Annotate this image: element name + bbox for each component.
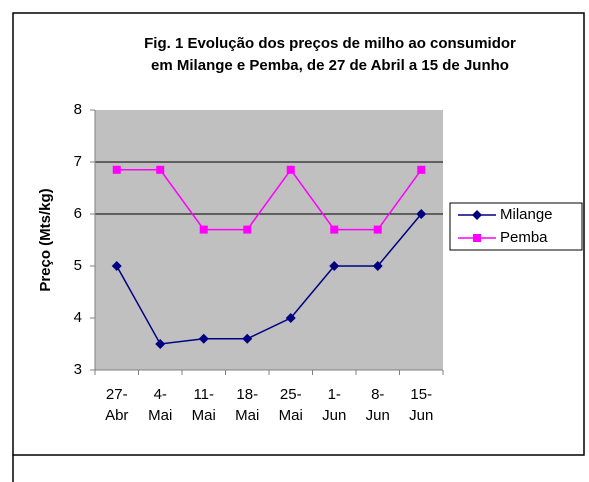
data-point: [285, 313, 296, 323]
chart-title: em Milange e Pemba, de 27 de Abril a 15 …: [151, 57, 509, 74]
data-point: [242, 333, 253, 344]
x-tick-label: 18-: [236, 386, 258, 403]
x-tick-label: Mai: [192, 407, 216, 424]
y-tick-label: 8: [74, 101, 82, 118]
data-point: [198, 333, 209, 344]
data-point: [417, 165, 426, 174]
data-point: [286, 165, 295, 174]
x-tick-label: 1-: [328, 386, 341, 403]
x-tick-label: 8-: [371, 386, 384, 403]
data-point: [156, 165, 165, 174]
data-point: [372, 261, 383, 271]
x-tick-label: Mai: [235, 407, 259, 424]
data-point: [155, 339, 166, 349]
y-tick-label: 7: [74, 153, 82, 170]
series-line: [116, 168, 422, 231]
x-tick-label: Jun: [366, 407, 390, 424]
data-point: [199, 225, 208, 234]
data-point: [373, 225, 382, 234]
legend-box: [449, 202, 583, 251]
x-tick-label: 4-: [154, 386, 167, 403]
x-tick-label: Mai: [279, 407, 303, 424]
x-tick-label: Jun: [409, 407, 433, 424]
y-tick-label: 3: [74, 361, 82, 378]
legend-marker: [473, 234, 481, 242]
y-tick-label: 6: [74, 205, 82, 222]
x-tick-label: Jun: [322, 407, 346, 424]
x-tick-label: Mai: [148, 407, 172, 424]
y-tick-label: 5: [74, 257, 82, 274]
y-tick-label: 4: [74, 309, 82, 326]
chart-title: Fig. 1 Evolução dos preços de milho ao c…: [144, 35, 516, 52]
legend-marker: [472, 210, 482, 220]
legend-label: Milange: [500, 206, 553, 223]
x-tick-label: 11-: [193, 386, 214, 403]
y-axis-label: Preço (Mts/kg): [37, 188, 54, 291]
data-point: [416, 209, 427, 219]
data-point: [111, 261, 122, 271]
plot-area: [95, 110, 443, 370]
x-tick-label: Abr: [105, 407, 128, 424]
data-point: [112, 165, 121, 174]
data-point: [329, 261, 340, 271]
x-tick-label: 27-: [106, 386, 128, 403]
x-tick-label: 15-: [410, 386, 432, 403]
data-point: [243, 225, 252, 234]
x-tick-label: 25-: [280, 386, 302, 403]
data-point: [330, 225, 339, 234]
series-line: [116, 213, 422, 345]
legend-label: Pemba: [500, 229, 548, 246]
